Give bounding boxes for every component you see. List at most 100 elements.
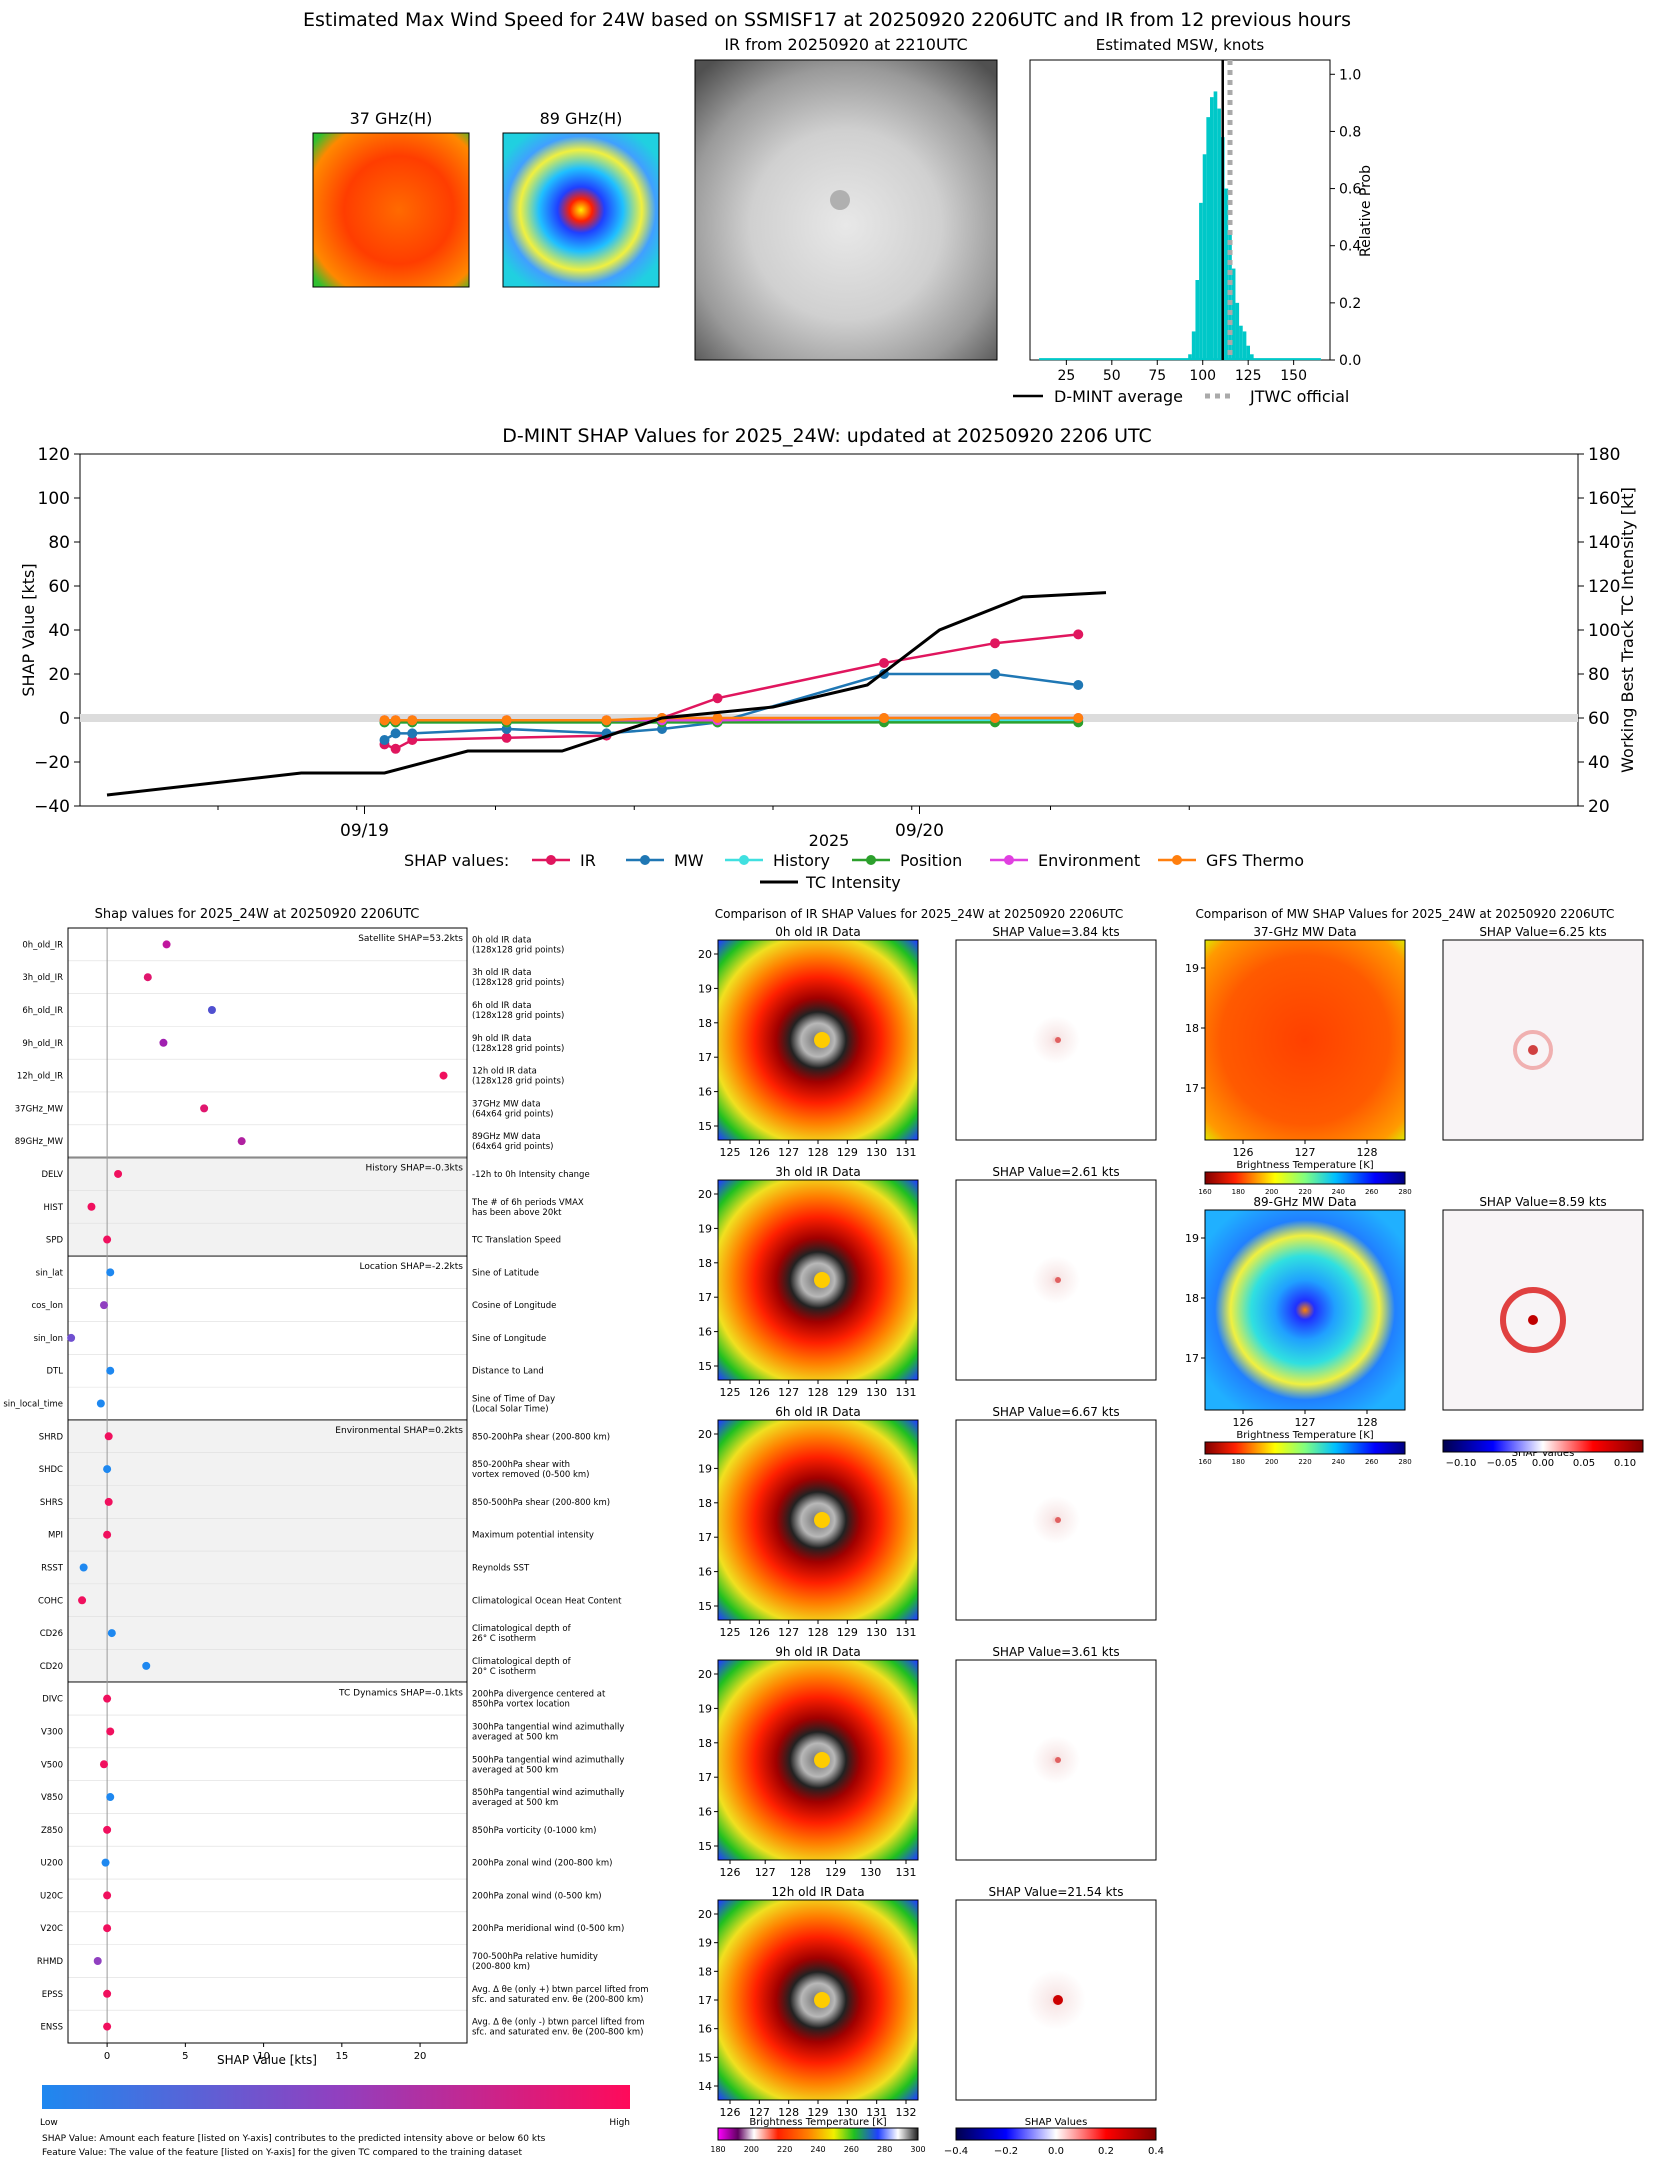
shap-feature-description: 500hPa tangential wind azimuthally	[472, 1755, 624, 1765]
ir-xtick-label: 127	[778, 1386, 799, 1399]
shap-feature-label: EPSS	[42, 1990, 63, 2000]
panel-37ghz-image	[312, 132, 470, 288]
shap-feature-point	[87, 1202, 96, 1211]
shap-group-label: Location SHAP=-2.2kts	[359, 1262, 463, 1272]
shap-feature-label: 6h_old_IR	[22, 1006, 63, 1016]
shap-feature-point	[67, 1333, 76, 1342]
shap-feature-description: has been above 20kt	[472, 1208, 562, 1218]
shap-feature-description: Sine of Time of Day	[472, 1395, 555, 1405]
ts-xtick-label: 09/20	[895, 821, 944, 841]
ir-panel-eye	[814, 1272, 830, 1288]
ts-legend-prefix: SHAP values:	[404, 851, 509, 870]
ir-ytick-label: 18	[698, 1965, 712, 1978]
ts-legend-label: MW	[674, 851, 704, 870]
mw-cbar	[1204, 1171, 1406, 1185]
msw-bar	[1228, 231, 1232, 360]
ir-xtick-label: 126	[720, 1866, 741, 1879]
ir-xtick-label: 126	[749, 1146, 770, 1159]
shap-feature-label: sin_local_time	[3, 1400, 63, 1410]
ir-xtick-label: 128	[790, 1866, 811, 1879]
msw-bar	[1195, 280, 1200, 360]
msw-bar	[1231, 268, 1236, 360]
ir-shap-label: SHAP Value=3.84 kts	[992, 925, 1119, 939]
mw-cbar-tick: 220	[1298, 1458, 1311, 1466]
shap-feature-description: averaged at 500 km	[472, 1798, 558, 1808]
shap-feature-label: DTL	[47, 1367, 64, 1377]
ir-panel-label: 3h old IR Data	[775, 1165, 861, 1179]
mw-panel-label: 37-GHz MW Data	[1253, 925, 1356, 939]
shap-feature-description: 89GHz MW data	[472, 1132, 541, 1142]
shap-group-label: History SHAP=-0.3kts	[366, 1164, 464, 1174]
msw-bar	[1250, 354, 1254, 360]
ir-ytick-label: 17	[698, 1051, 712, 1064]
shap-feature-description: Sine of Longitude	[472, 1334, 546, 1344]
ir-panel-label: 6h old IR Data	[775, 1405, 861, 1419]
ts-xtick-label: 09/19	[340, 821, 389, 841]
shap-feature-description: (128x128 grid points)	[472, 978, 564, 988]
shap-feature-label: SHRD	[39, 1432, 64, 1442]
msw-ytick-label: 0.8	[1339, 124, 1361, 140]
shap-feature-point	[237, 1137, 246, 1146]
mw-cbar-tick: 280	[1398, 1458, 1411, 1466]
shap-feature-label: V500	[41, 1760, 63, 1770]
ts-series-point	[390, 743, 401, 754]
shap-group-band	[68, 1682, 467, 2043]
ir-ytick-label: 19	[698, 1462, 712, 1475]
msw-bar	[1217, 108, 1221, 360]
mw-cbar-tick: 260	[1365, 1458, 1378, 1466]
msw-xtick-label: 25	[1057, 368, 1075, 384]
shap-feature-point	[103, 1989, 112, 1998]
shap-feature-point	[103, 1465, 112, 1474]
ir-xtick-label: 125	[720, 1146, 741, 1159]
msw-xtick-label: 75	[1148, 368, 1166, 384]
ir-shap-core	[1055, 1277, 1061, 1283]
colorbar-high: High	[609, 2118, 630, 2128]
ir-ytick-label: 15	[698, 2051, 712, 2064]
ir-xtick-label: 129	[837, 1146, 858, 1159]
ts-series-point	[879, 713, 889, 723]
mw-cbar-tick: 280	[1398, 1188, 1411, 1196]
msw-title: Estimated MSW, knots	[1096, 36, 1265, 54]
msw-bar	[1206, 117, 1210, 361]
ir-shap-core	[1055, 1517, 1061, 1523]
shap-feature-point	[107, 1629, 116, 1638]
shap-feature-label: DELV	[41, 1170, 63, 1180]
mw-cbar-tick: 240	[1332, 1188, 1345, 1196]
shap-feature-description: Avg. Δ θe (only +) btwn parcel lifted fr…	[472, 1985, 649, 1995]
shap-feature-panel: Satellite SHAP=53.2kts History SHAP=-0.3k…	[3, 927, 649, 2062]
mw-shap-cbar-tick: 0.05	[1573, 1458, 1595, 1469]
ts-series-point	[879, 658, 889, 668]
ts-legend-label-intensity: TC Intensity	[805, 873, 901, 892]
mw-cbar-label: Brightness Temperature [K]	[1236, 1160, 1373, 1171]
ts-series-point	[990, 669, 1000, 679]
ir-ytick-label: 20	[698, 1668, 712, 1681]
panel-89ghz-image	[502, 132, 660, 288]
ts-series-point	[501, 732, 512, 743]
ts-axes-frame	[79, 453, 1579, 807]
ts-legend-label: GFS Thermo	[1206, 851, 1304, 870]
footnote-shap: SHAP Value: Amount each feature [listed …	[42, 2134, 546, 2144]
shap-feature-description: 200hPa meridional wind (0-500 km)	[472, 1924, 624, 1934]
ts-legend-marker	[640, 855, 650, 865]
mw-panel-image	[1204, 1209, 1406, 1411]
ir-xtick-label: 131	[896, 1866, 917, 1879]
ts-ytick-left-label: −40	[34, 797, 70, 817]
shap-feature-label: 3h_old_IR	[22, 973, 63, 983]
shap-panel-title: Shap values for 2025_24W at 20250920 220…	[95, 907, 420, 922]
mw-ytick-label: 17	[1185, 1352, 1199, 1365]
ir-comparison-title: Comparison of IR SHAP Values for 2025_24…	[715, 907, 1124, 921]
ir-cbar-tick: 300	[910, 2145, 925, 2154]
main-title: Estimated Max Wind Speed for 24W based o…	[303, 9, 1351, 31]
shap-feature-label: 0h_old_IR	[22, 940, 63, 950]
ir-shap-cbar-tick: −0.4	[944, 2146, 968, 2157]
ts-legend-label: History	[773, 851, 830, 870]
ir-ytick-label: 20	[698, 1428, 712, 1441]
shap-feature-point	[103, 1235, 112, 1244]
shap-group-label: Environmental SHAP=0.2kts	[335, 1426, 463, 1436]
mw-cbar	[1204, 1441, 1406, 1455]
mw-shap-cbar-tick: −0.05	[1487, 1458, 1518, 1469]
msw-bar	[1199, 202, 1203, 360]
ts-series-point	[712, 693, 723, 704]
shap-feature-point	[114, 1169, 123, 1178]
ts-title: D-MINT SHAP Values for 2025_24W: updated…	[502, 425, 1152, 447]
